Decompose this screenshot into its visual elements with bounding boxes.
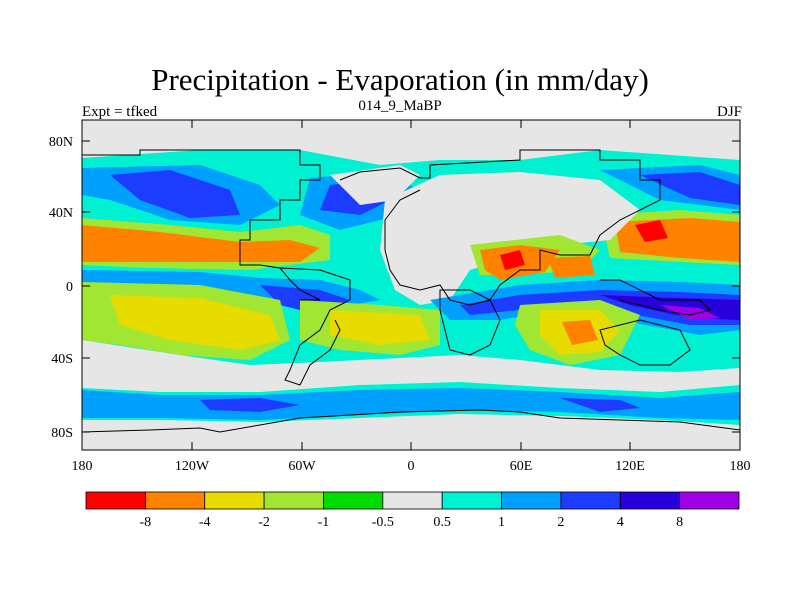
legend-swatch <box>382 491 443 510</box>
longitude-label: 180 <box>72 459 93 474</box>
coastline-outlines <box>82 149 740 433</box>
legend-label: 0.5 <box>433 515 451 530</box>
latitude-label: 80S <box>51 426 73 441</box>
legend-swatch <box>144 491 206 510</box>
axis-tick-marks <box>81 120 741 450</box>
longitude-label: 60E <box>510 459 533 474</box>
legend-label: -2 <box>258 515 270 530</box>
legend-label: 8 <box>676 515 683 530</box>
longitude-label: 120E <box>615 459 645 474</box>
latitude-label: 80N <box>49 135 73 150</box>
latitude-label: 40N <box>49 206 73 221</box>
legend-swatch <box>560 491 621 510</box>
longitude-label: 180 <box>730 459 751 474</box>
legend-label: 1 <box>498 515 505 530</box>
season-label: DJF <box>716 104 742 120</box>
longitude-label: 120W <box>175 459 210 474</box>
latitude-label: 40S <box>51 352 73 367</box>
legend-swatch <box>501 491 562 510</box>
longitude-label: 60W <box>288 459 316 474</box>
legend-label: -8 <box>140 515 152 530</box>
legend-labels: -8 -4 -2 -1 -0.5 0.5 1 2 4 8 <box>140 515 684 530</box>
legend-label: -1 <box>318 515 330 530</box>
legend-label: 4 <box>617 515 624 530</box>
legend-swatch <box>263 491 324 510</box>
latitude-labels: 80N 40N 0 40S 80S <box>49 135 73 441</box>
latitude-label: 0 <box>66 280 73 295</box>
legend-swatch <box>441 491 502 510</box>
legend-swatch <box>85 491 146 510</box>
longitude-labels: 180 120W 60W 0 60E 120E 180 <box>72 459 751 474</box>
chart-subtitle: 014_9_MaBP <box>358 98 442 114</box>
legend-label: 2 <box>557 515 564 530</box>
legend-label: -4 <box>199 515 211 530</box>
longitude-label: 0 <box>408 459 415 474</box>
map-field <box>82 120 740 450</box>
legend-swatch <box>204 491 265 510</box>
legend-colorbar <box>85 491 740 510</box>
legend-swatch <box>323 491 384 510</box>
legend-label: -0.5 <box>372 515 394 530</box>
chart-title: Precipitation - Evaporation (in mm/day) <box>151 62 649 97</box>
legend-swatch <box>679 491 740 510</box>
experiment-label: Expt = tfked <box>82 104 158 120</box>
legend-swatch <box>619 491 681 510</box>
